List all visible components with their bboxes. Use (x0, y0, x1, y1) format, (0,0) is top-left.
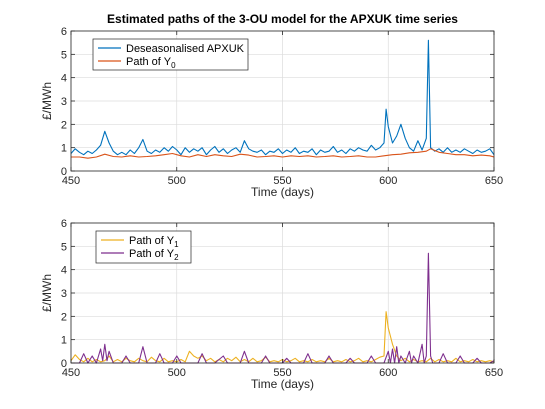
x-tick-label: 550 (273, 175, 291, 187)
ticks-top: 450 500 550 600 650 0 1 2 3 4 5 6 (61, 26, 503, 187)
legend-label: Path of Y1 (129, 235, 179, 249)
y-axis-label-top: £/MWh (40, 82, 54, 120)
y-tick-label: 1 (61, 143, 67, 155)
legend-box (92, 38, 249, 71)
y-tick-label: 4 (61, 265, 67, 277)
series-layer-bottom (70, 252, 495, 364)
y-tick-label: 5 (61, 49, 67, 61)
y-tick-label: 3 (61, 96, 67, 108)
y-tick-label: 3 (61, 288, 67, 300)
x-tick-label: 650 (485, 367, 503, 379)
legend-label: Path of Y2 (129, 248, 179, 262)
x-axis-label-bottom: Time (days) (251, 377, 314, 391)
y-tick-label: 0 (61, 358, 67, 370)
x-tick-label: 650 (485, 175, 503, 187)
x-tick-label: 550 (273, 367, 291, 379)
x-tick-label: 450 (62, 175, 80, 187)
x-tick-label: 600 (379, 175, 397, 187)
chart-title: Estimated paths of the 3-OU model for th… (107, 12, 458, 26)
x-tick-label: 450 (62, 367, 80, 379)
y-tick-label: 2 (61, 311, 67, 323)
y-tick-label: 6 (61, 218, 67, 230)
y-tick-label: 6 (61, 26, 67, 38)
y-tick-label: 4 (61, 73, 67, 85)
series-layer-top (70, 39, 495, 159)
y-tick-label: 1 (61, 335, 67, 347)
x-tick-label: 600 (379, 367, 397, 379)
legend-label: Deseasonalised APXUK (126, 43, 245, 55)
series-line-bottom-1 (71, 252, 495, 364)
y-tick-label: 2 (61, 119, 67, 131)
x-axis-label-top: Time (days) (251, 185, 314, 199)
series-line-top-0 (70, 39, 495, 156)
y-tick-label: 5 (61, 241, 67, 253)
series-line-top-1 (71, 148, 495, 159)
ticks-bottom: 450 500 550 600 650 0 1 2 3 4 5 6 (61, 218, 503, 379)
x-tick-label: 500 (168, 367, 186, 379)
legend-label: Path of Y0 (126, 56, 176, 70)
x-tick-label: 500 (168, 175, 186, 187)
y-axis-label-bottom: £/MWh (40, 274, 54, 312)
legend-box (95, 230, 192, 264)
chart-bottom: 450 500 550 600 650 0 1 2 3 4 5 6 Time (days) £/MWh… (40, 218, 503, 391)
y-tick-label: 0 (61, 166, 67, 178)
chart-top: 450 500 550 600 650 0 1 2 3 4 5 6 Estimated paths o… (40, 12, 503, 199)
